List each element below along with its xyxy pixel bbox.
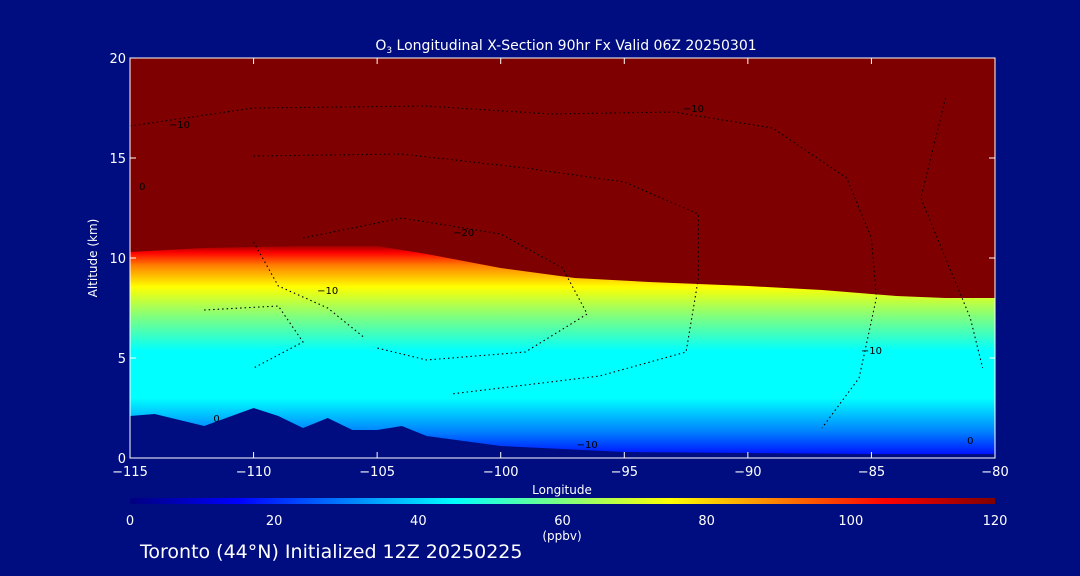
colorbar: 0 20 40 60 80 100 120 (ppbv) (126, 498, 1008, 543)
x-tick-label: −80 (981, 465, 1008, 480)
contour-line (204, 305, 304, 369)
y-tick-label: 20 (109, 52, 126, 67)
y-tick-label: 5 (118, 352, 126, 367)
contour-line (253, 153, 699, 395)
y-tick-label: 15 (109, 152, 126, 167)
contour-label: −20 (453, 228, 474, 239)
y-tick-label: 10 (109, 252, 126, 267)
colorbar-tick-label: 120 (983, 514, 1008, 529)
terrain-mask (130, 408, 995, 458)
colorbar-tick-label: 0 (126, 514, 134, 529)
colorbar-tick-label: 80 (698, 514, 715, 529)
contour-labels: −10 0 −10 −20 −10 −10 −10 0 0 (139, 104, 973, 451)
x-tick-label: −100 (483, 465, 519, 480)
contour-label: 0 (967, 436, 973, 447)
title-subscript: 3 (386, 46, 392, 56)
contour-label: −10 (861, 346, 882, 357)
colorbar-ticks: 0 20 40 60 80 100 120 (126, 514, 1008, 529)
colorbar-tick-label: 40 (410, 514, 427, 529)
x-tick-label: −95 (611, 465, 638, 480)
troposphere-field (130, 246, 995, 458)
contour-line (253, 241, 366, 339)
contour-label: −10 (577, 440, 598, 451)
title-species: O (375, 38, 386, 54)
y-tick-label: 0 (118, 452, 126, 467)
plot-area (129, 57, 996, 459)
contour-label: 0 (139, 182, 145, 193)
contour-label: −10 (169, 120, 190, 131)
x-tick-label: −110 (236, 465, 272, 480)
colorbar-unit: (ppbv) (542, 529, 581, 543)
y-axis-ticks: 0 5 10 15 20 (109, 52, 995, 467)
contour-line (920, 97, 984, 369)
contour-label: 0 (213, 414, 219, 425)
chart-title: O3 Longitudinal X-Section 90hr Fx Valid … (375, 38, 756, 56)
x-tick-label: −105 (359, 465, 395, 480)
colorbar-tick-label: 60 (554, 514, 571, 529)
contour-line (130, 105, 877, 429)
contour-lines (130, 97, 984, 429)
contour-label: −10 (683, 104, 704, 115)
colorbar-strip (130, 498, 995, 504)
title-rest: Longitudinal X-Section 90hr Fx Valid 06Z… (392, 38, 757, 54)
colorbar-tick-label: 20 (266, 514, 283, 529)
x-tick-label: −115 (112, 465, 148, 480)
y-axis-label: Altitude (km) (86, 219, 100, 298)
colorbar-tick-label: 100 (838, 514, 863, 529)
x-axis-label: Longitude (532, 483, 592, 497)
x-tick-label: −90 (734, 465, 761, 480)
x-axis-ticks: −115 −110 −105 −100 −95 −90 −85 −80 (112, 58, 1009, 480)
x-tick-label: −85 (858, 465, 885, 480)
initialization-footer: Toronto (44°N) Initialized 12Z 20250225 (140, 541, 523, 563)
contour-line (302, 217, 588, 361)
contour-label: −10 (317, 286, 338, 297)
